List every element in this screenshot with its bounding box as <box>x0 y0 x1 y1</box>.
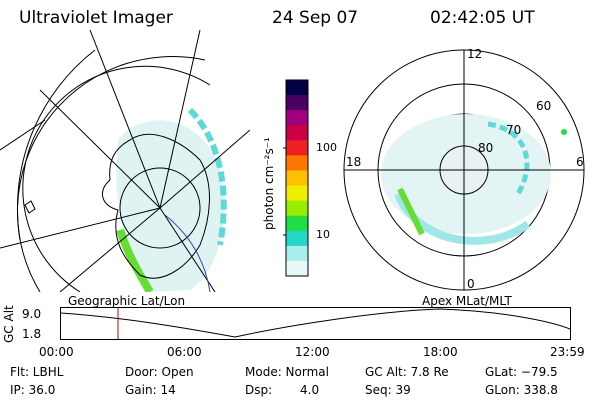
colorbar-tick-100: 100 <box>316 141 337 154</box>
colorbar <box>283 79 309 277</box>
colorbar-segment <box>286 140 308 156</box>
colorbar-tick-10: 10 <box>316 228 330 241</box>
altitude-tick-low: 1.8 <box>22 327 42 341</box>
altitude-curve <box>60 308 571 338</box>
lat-80: 80 <box>478 141 493 155</box>
right-panel-label: Apex MLat/MLT <box>422 294 512 308</box>
x-tick-2: 12:00 <box>295 345 330 359</box>
altitude-plot <box>60 307 571 340</box>
mlt-6: 6 <box>576 155 584 169</box>
x-tick-1: 06:00 <box>167 345 202 359</box>
x-tick-0: 00:00 <box>39 345 74 359</box>
boundary-line <box>164 214 211 292</box>
colorbar-segment <box>286 230 308 247</box>
aurora-green-streak <box>397 187 425 236</box>
colorbar-segment <box>286 80 308 96</box>
info-dsp-label: Dsp: <box>245 383 273 397</box>
x-tick-4: 23:59 <box>550 345 585 359</box>
lat-70: 70 <box>506 123 521 137</box>
info-door: Door: Open <box>125 365 194 379</box>
colorbar-segment <box>286 245 308 262</box>
green-spot <box>561 129 567 135</box>
info-glon: GLon: 338.8 <box>485 383 558 397</box>
mlt-0: 0 <box>467 277 475 291</box>
colorbar-segment <box>286 260 308 277</box>
info-mode: Mode: Normal <box>245 365 329 379</box>
colorbar-segment <box>286 185 308 202</box>
info-gc-alt: GC Alt: 7.8 Re <box>365 365 449 379</box>
colorbar-segment <box>286 215 308 232</box>
colorbar-segment <box>286 155 308 171</box>
left-panel-label: Geographic Lat/Lon <box>68 294 186 308</box>
mlt-18: 18 <box>346 155 361 169</box>
x-tick-3: 18:00 <box>423 345 458 359</box>
altitude-tick-high: 9.0 <box>22 307 42 321</box>
colorbar-segment <box>286 95 308 111</box>
info-ip: IP: 36.0 <box>10 383 56 397</box>
instrument-title: Ultraviolet Imager <box>19 8 173 28</box>
magnetic-polar-plot: 12 18 6 0 60 70 80 <box>343 47 585 291</box>
colorbar-segment <box>286 110 308 126</box>
lat-60: 60 <box>536 99 551 113</box>
info-gain: Gain: 14 <box>125 383 176 397</box>
colorbar-segment <box>286 125 308 141</box>
time-label: 02:42:05 UT <box>430 8 535 28</box>
altitude-axis-label: GC Alt <box>2 305 16 343</box>
info-glat: GLat: −79.5 <box>485 365 558 379</box>
info-seq: Seq: 39 <box>365 383 411 397</box>
colorbar-segment <box>286 170 308 187</box>
colorbar-segment <box>286 200 308 217</box>
colorbar-unit-label: photon cm⁻²s⁻¹ <box>262 137 276 230</box>
continent-outline <box>102 133 210 279</box>
date-label: 24 Sep 07 <box>272 8 359 28</box>
info-dsp-value: 4.0 <box>300 383 320 397</box>
geographic-image <box>0 30 250 292</box>
aurora-cyan-arc <box>187 107 227 246</box>
aurora-green-arc <box>116 228 154 292</box>
mlt-12: 12 <box>467 47 482 61</box>
info-flt: Flt: LBHL <box>10 365 64 379</box>
